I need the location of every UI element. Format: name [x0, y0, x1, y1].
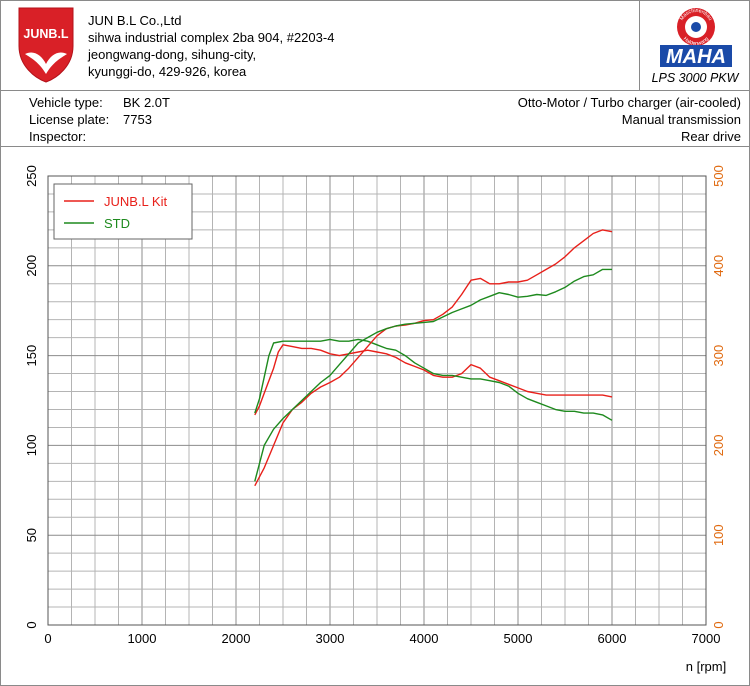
series-line-std-left: [254, 338, 613, 421]
x-axis-label: n [rpm]: [686, 659, 726, 674]
transmission-type: Manual transmission: [621, 112, 741, 127]
license-plate-value: 7753: [123, 112, 152, 127]
series-line-right-right: [254, 229, 613, 487]
maha-panel: Maschinenbau Haldenwang MAHA LPS 3000 PK…: [639, 1, 750, 90]
vehicle-info: Vehicle type: BK 2.0T License plate: 7753 …: [1, 91, 749, 147]
chart-legend: JUNB.L Kit STD: [53, 183, 193, 240]
maha-logo-text: MAHA: [666, 46, 726, 68]
junbl-logo-text: JUNB.L: [23, 27, 69, 41]
inspector-row: Inspector:: [29, 129, 123, 144]
x-tick-label: 4000: [410, 631, 439, 646]
legend-label: STD: [104, 216, 130, 231]
x-tick-label: 3000: [316, 631, 345, 646]
vehicle-type-value: BK 2.0T: [123, 95, 170, 110]
y-left-tick-label: 50: [24, 528, 39, 542]
address-line-2: jeongwang-dong, sihung-city,: [88, 47, 257, 62]
y-right-tick-label: 400: [711, 255, 726, 277]
series-line-junb-l-kit-left: [254, 344, 613, 416]
maha-model: LPS 3000 PKW: [651, 71, 739, 85]
legend-label: JUNB.L Kit: [104, 194, 167, 209]
y-right-tick-label: 0: [711, 621, 726, 628]
x-tick-label: 2000: [222, 631, 251, 646]
y-right-tick-label: 100: [711, 524, 726, 546]
report-header: JUNB.L JUN B.L Co.,Ltd sihwa industrial …: [1, 1, 749, 91]
y-left-tick-label: 0: [24, 621, 39, 628]
y-left-tick-label: 250: [24, 165, 39, 187]
y-right-tick-label: 300: [711, 345, 726, 367]
y-right-tick-label: 200: [711, 435, 726, 457]
vehicle-type-row: Vehicle type: BK 2.0T: [29, 95, 170, 110]
address-line-3: kyunggi-do, 429-926, korea: [88, 64, 247, 79]
y-right-tick-label: 500: [711, 165, 726, 187]
company-block: JUN B.L Co.,Ltd sihwa industrial complex…: [88, 12, 334, 80]
inspector-label: Inspector:: [29, 129, 87, 144]
license-plate-row: License plate: 7753: [29, 112, 152, 127]
chart-lines: [254, 229, 613, 487]
company-name: JUN B.L Co.,Ltd: [88, 13, 182, 28]
maha-ring-bottom: Haldenwang: [682, 36, 710, 47]
address-line-1: sihwa industrial complex 2ba 904, #2203-…: [88, 30, 335, 45]
x-tick-label: 7000: [692, 631, 721, 646]
x-tick-label: 6000: [598, 631, 627, 646]
chart-ticks: 0 1000 2000 3000 4000 5000 6000 700005010015020…: [24, 165, 726, 674]
dyno-chart: 0 1000 2000 3000 4000 5000 6000 700005010015020…: [24, 165, 726, 674]
plot-border: [47, 175, 707, 626]
drive-type: Rear drive: [681, 129, 741, 144]
engine-type: Otto-Motor / Turbo charger (air-cooled): [517, 95, 741, 110]
x-tick-label: 0: [44, 631, 51, 646]
x-tick-label: 1000: [128, 631, 157, 646]
vehicle-type-label: Vehicle type:: [29, 95, 103, 110]
y-left-tick-label: 150: [24, 345, 39, 367]
chart-grid: [47, 175, 707, 626]
chart-axes: [47, 175, 707, 626]
junbl-logo: JUNB.L: [18, 7, 74, 83]
legend-box: [53, 183, 193, 240]
maha-logo: Maschinenbau Haldenwang MAHA: [660, 8, 732, 68]
y-left-tick-label: 200: [24, 255, 39, 277]
series-line-right-right: [254, 268, 612, 482]
license-plate-label: License plate:: [29, 112, 110, 127]
y-left-tick-label: 100: [24, 435, 39, 457]
x-tick-label: 5000: [504, 631, 533, 646]
